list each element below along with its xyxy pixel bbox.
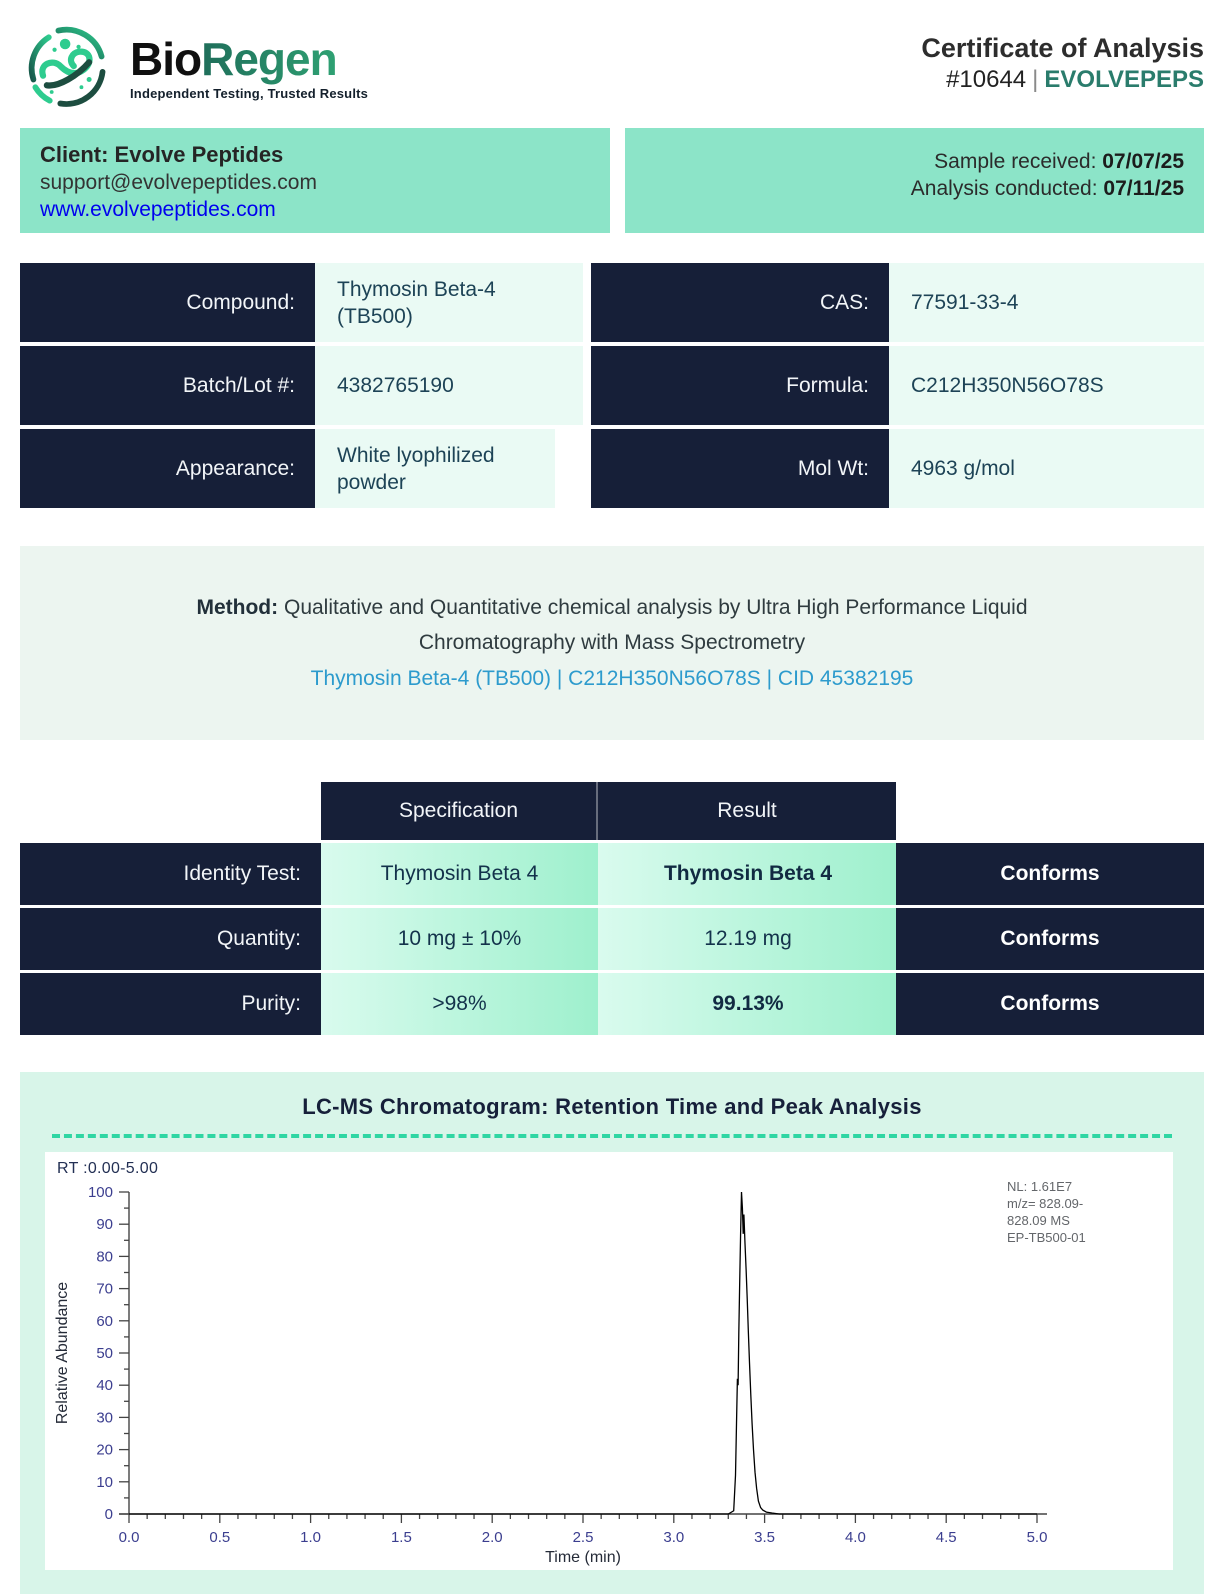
svg-text:3.0: 3.0	[663, 1529, 684, 1546]
quantity-spec: 10 mg ± 10%	[321, 908, 598, 970]
svg-text:2.5: 2.5	[573, 1529, 594, 1546]
header-spacer	[896, 782, 1204, 840]
svg-text:Relative Abundance: Relative Abundance	[54, 1282, 71, 1424]
column-gap	[583, 263, 591, 342]
purity-result: 99.13%	[598, 973, 896, 1035]
analysis-conducted-line: Analysis conducted: 07/11/25	[910, 177, 1184, 200]
brand-tagline: Independent Testing, Trusted Results	[130, 86, 369, 101]
brand-name: BioRegen	[130, 33, 338, 85]
appearance-value: White lyophilized powder	[315, 429, 555, 508]
separator: |	[1032, 66, 1039, 93]
svg-text:0.0: 0.0	[119, 1529, 140, 1546]
result-header: Result	[598, 782, 896, 840]
svg-text:70: 70	[96, 1281, 113, 1298]
brand-text: BioRegen Independent Testing, Trusted Re…	[130, 35, 368, 101]
svg-text:100: 100	[88, 1184, 113, 1201]
batch-value: 4382765190	[315, 346, 583, 425]
svg-text:1.5: 1.5	[391, 1529, 412, 1546]
column-gap	[583, 346, 591, 425]
batch-label: Batch/Lot #:	[20, 346, 315, 425]
compound-cid-link[interactable]: Thymosin Beta-4 (TB500) | C212H350N56O78…	[310, 667, 914, 690]
svg-text:2.0: 2.0	[482, 1529, 503, 1546]
method-line1: Qualitative and Quantitative chemical an…	[283, 596, 1028, 619]
compound-value: Thymosin Beta-4 (TB500)	[315, 263, 583, 342]
header: BioRegen Independent Testing, Trusted Re…	[20, 20, 1204, 122]
quantity-status: Conforms	[896, 908, 1204, 970]
purity-status: Conforms	[896, 973, 1204, 1035]
chromatogram-title: LC-MS Chromatogram: Retention Time and P…	[302, 1094, 922, 1119]
svg-text:3.5: 3.5	[754, 1529, 775, 1546]
purity-spec: >98%	[321, 973, 598, 1035]
svg-text:0: 0	[105, 1506, 113, 1523]
svg-text:30: 30	[96, 1409, 113, 1426]
sample-received-date: 07/07/25	[1102, 150, 1184, 173]
dashed-divider	[52, 1134, 1172, 1138]
quantity-label: Quantity:	[20, 908, 321, 970]
chromatogram-section: LC-MS Chromatogram: Retention Time and P…	[20, 1072, 1204, 1594]
results-table: Specification Result Identity Test: Thym…	[20, 782, 1204, 1035]
compound-info-table: Compound: Thymosin Beta-4 (TB500) CAS: 7…	[20, 263, 1204, 508]
cas-label: CAS:	[591, 263, 889, 342]
molwt-label: Mol Wt:	[591, 429, 889, 508]
purity-label: Purity:	[20, 973, 321, 1035]
client-info-bar: Client: Evolve Peptides support@evolvepe…	[20, 128, 1204, 233]
identity-test-label: Identity Test:	[20, 843, 321, 905]
certificate-title-block: Certificate of Analysis #10644 | EVOLVEPEP…	[921, 20, 1204, 94]
chromatogram-plot: 0 10 20 30 40 50 60 70 80 90 100 0.0 0.5 1.0 1.5 2.0 2.5…	[54, 1184, 1048, 1566]
client-website-link[interactable]: www.evolvepeptides.com	[40, 198, 276, 221]
identity-spec: Thymosin Beta 4	[321, 843, 598, 905]
svg-text:10: 10	[96, 1474, 113, 1491]
method-line2: Chromatography with Mass Spectrometry	[418, 631, 806, 654]
svg-text:4.5: 4.5	[936, 1529, 957, 1546]
certificate-number: #10644	[946, 66, 1027, 93]
svg-text:60: 60	[96, 1313, 113, 1330]
client-code: EVOLVEPEPS	[1044, 66, 1204, 93]
svg-text:20: 20	[96, 1442, 113, 1459]
svg-text:40: 40	[96, 1377, 113, 1394]
svg-text:Time (min): Time (min)	[545, 1549, 621, 1566]
formula-value: C212H350N56O78S	[889, 346, 1204, 425]
nl-annotation: NL: 1.61E7 m/z= 828.09- 828.09 MS EP-TB5…	[1007, 1179, 1086, 1245]
identity-status: Conforms	[896, 843, 1204, 905]
svg-text:80: 80	[96, 1248, 113, 1265]
specification-header: Specification	[321, 782, 598, 840]
method-section: Method: Qualitative and Quantitative che…	[20, 546, 1204, 740]
compound-label: Compound:	[20, 263, 315, 342]
document-title: Certificate of Analysis	[921, 33, 1204, 63]
certificate-page: BioRegen Independent Testing, Trusted Re…	[20, 0, 1204, 1594]
svg-text:4.0: 4.0	[845, 1529, 866, 1546]
analysis-conducted-date: 07/11/25	[1103, 177, 1184, 200]
sample-received-line: Sample received: 07/07/25	[934, 150, 1184, 173]
sample-dates: Sample received: 07/07/25 Analysis condu…	[625, 128, 1204, 233]
quantity-result: 12.19 mg	[598, 908, 896, 970]
identity-result: Thymosin Beta 4	[598, 843, 896, 905]
svg-text:0.5: 0.5	[209, 1529, 230, 1546]
chromatogram-chart: RT :0.00-5.00 0 10 20 30 40 50 60 70 80 90 100 0.0 0…	[45, 1152, 1173, 1570]
svg-text:50: 50	[96, 1345, 113, 1362]
formula-label: Formula:	[591, 346, 889, 425]
bioregen-logo-icon	[20, 20, 116, 116]
appearance-label: Appearance:	[20, 429, 315, 508]
rt-range-label: RT :0.00-5.00	[57, 1160, 159, 1177]
method-description: Method: Qualitative and Quantitative che…	[78, 590, 1146, 696]
client-details: Client: Evolve Peptides support@evolvepe…	[20, 128, 610, 233]
cas-value: 77591-33-4	[889, 263, 1204, 342]
certificate-number-line: #10644 | EVOLVEPEPS	[921, 66, 1204, 94]
svg-text:1.0: 1.0	[300, 1529, 321, 1546]
molwt-value: 4963 g/mol	[889, 429, 1204, 508]
brand-block: BioRegen Independent Testing, Trusted Re…	[20, 20, 368, 116]
header-spacer	[20, 782, 321, 840]
svg-text:5.0: 5.0	[1027, 1529, 1048, 1546]
method-label: Method:	[196, 596, 279, 619]
client-email: support@evolvepeptides.com	[40, 171, 317, 194]
client-name: Client: Evolve Peptides	[40, 142, 284, 167]
column-gap	[583, 429, 591, 508]
svg-text:90: 90	[96, 1216, 113, 1233]
